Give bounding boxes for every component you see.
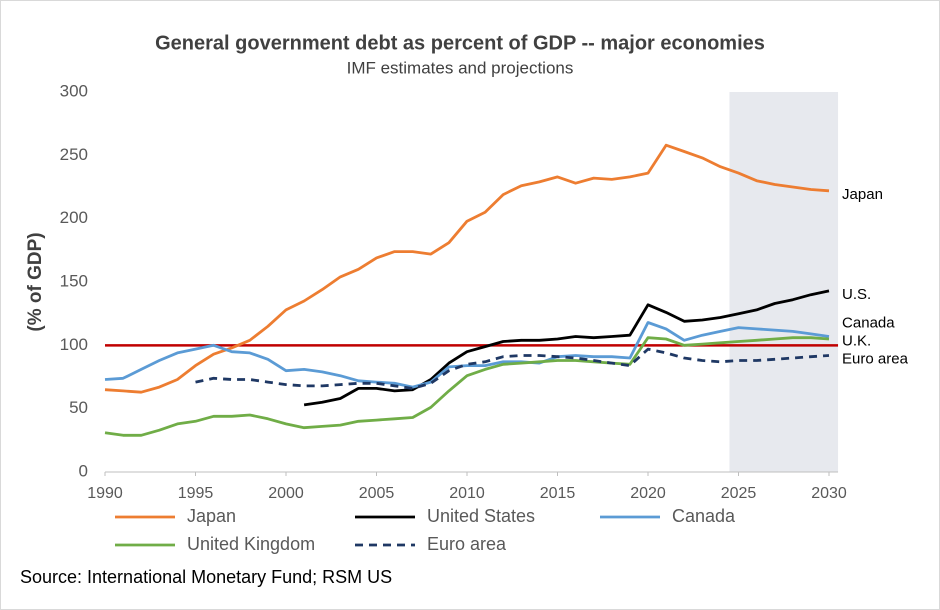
x-tick-label: 2010 (449, 485, 485, 502)
end-label: U.S. (842, 286, 871, 303)
legend-label: Euro area (427, 534, 507, 554)
chart-title: General government debt as percent of GD… (155, 32, 765, 54)
x-tick-label: 2030 (811, 485, 847, 502)
y-tick-label: 50 (69, 398, 88, 417)
series-line (303, 289, 830, 407)
y-tick-label: 200 (60, 208, 88, 227)
x-tick-label: 2025 (721, 485, 757, 502)
y-tick-label: 300 (60, 81, 88, 100)
x-tick-label: 1995 (178, 485, 214, 502)
series-line (104, 321, 830, 389)
series-line (104, 336, 830, 437)
legend-label: Canada (672, 506, 736, 526)
legend-label: United Kingdom (187, 534, 315, 554)
projection-shade (729, 92, 839, 472)
x-tick-label: 2020 (630, 485, 666, 502)
series-line (195, 347, 830, 390)
end-label: U.K. (842, 332, 871, 349)
x-tick-label: 2005 (359, 485, 395, 502)
y-axis-label: (% of GDP) (25, 232, 46, 331)
legend-label: United States (427, 506, 535, 526)
x-tick-label: 2000 (268, 485, 304, 502)
end-label: Canada (842, 314, 895, 331)
end-label: Japan (842, 186, 883, 203)
y-tick-label: 150 (60, 271, 88, 290)
y-tick-label: 100 (60, 335, 88, 354)
source-note: Source: International Monetary Fund; RSM… (20, 567, 392, 587)
x-tick-label: 2015 (540, 485, 576, 502)
end-label: Euro area (842, 350, 909, 367)
legend-label: Japan (187, 506, 236, 526)
y-tick-label: 0 (79, 461, 88, 480)
x-tick-label: 1990 (87, 485, 123, 502)
y-tick-label: 250 (60, 145, 88, 164)
chart-subtitle: IMF estimates and projections (347, 58, 574, 77)
